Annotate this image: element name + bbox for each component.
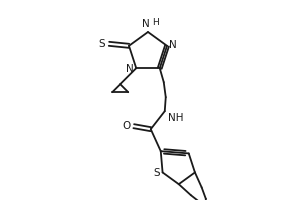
Text: N: N xyxy=(142,19,150,29)
Text: S: S xyxy=(98,39,105,49)
Text: O: O xyxy=(122,121,131,131)
Text: N: N xyxy=(127,64,134,74)
Text: NH: NH xyxy=(168,113,183,123)
Text: H: H xyxy=(152,18,159,27)
Text: S: S xyxy=(153,168,160,178)
Text: N: N xyxy=(169,40,177,50)
